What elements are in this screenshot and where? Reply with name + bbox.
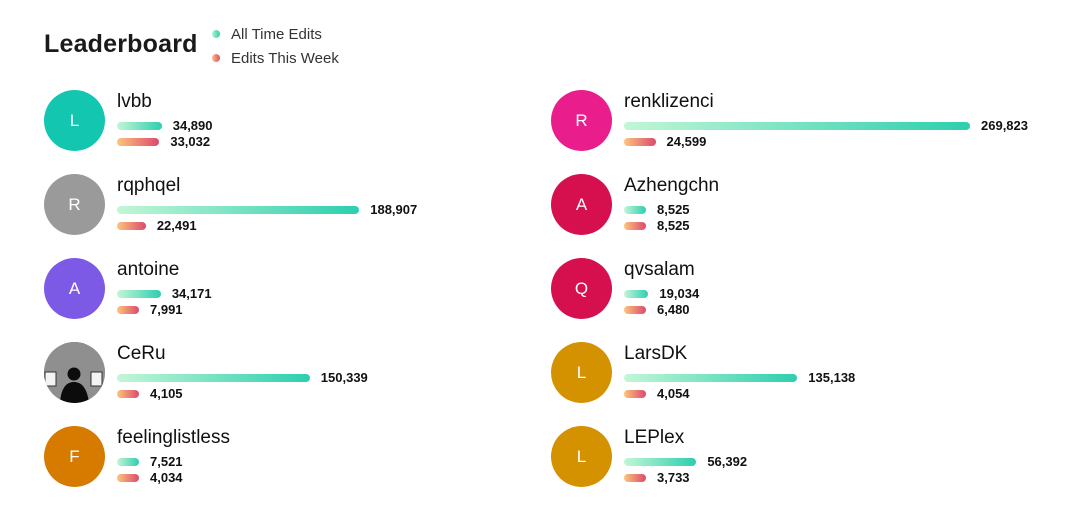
avatar-initial: Q: [574, 278, 589, 298]
this-week-edits-value: 24,599: [666, 134, 707, 149]
avatar-initial: R: [68, 194, 81, 214]
this-week-edits-bar: [624, 390, 646, 398]
legend-label-this-week: Edits This Week: [231, 49, 339, 67]
all-time-edits-bar: [624, 374, 798, 382]
this-week-edits-value: 4,105: [150, 386, 183, 401]
legend-label-all-time: All Time Edits: [231, 25, 322, 43]
this-week-edits-value: 33,032: [170, 134, 211, 149]
username[interactable]: renklizenci: [624, 91, 714, 112]
this-week-edits-bar: [117, 222, 146, 230]
all-time-edits-value: 188,907: [370, 202, 418, 217]
leaderboard-title: Leaderboard: [44, 30, 198, 58]
username[interactable]: lvbb: [117, 91, 152, 112]
leaderboard-entry: CeRu 150,339 4,105: [44, 342, 564, 412]
all-time-edits-value: 7,521: [150, 454, 183, 469]
this-week-edits-bar: [624, 138, 656, 146]
username[interactable]: LarsDK: [624, 343, 688, 364]
legend-item-this-week: Edits This Week: [212, 46, 339, 70]
avatar-initial: F: [69, 446, 80, 466]
this-week-edits-value: 3,733: [657, 470, 690, 485]
this-week-edits-value: 4,054: [657, 386, 690, 401]
username[interactable]: rqphqel: [117, 175, 181, 196]
legend: All Time Edits Edits This Week: [212, 22, 339, 70]
avatar-initial: L: [576, 446, 587, 466]
avatar-initial: L: [69, 110, 80, 130]
avatar: A: [44, 258, 105, 319]
all-time-edits-value: 269,823: [981, 118, 1028, 133]
this-week-edits-bar: [117, 390, 139, 398]
username[interactable]: LEPlex: [624, 427, 685, 448]
all-time-edits-value: 8,525: [657, 202, 690, 217]
user-photo-icon: [44, 342, 105, 403]
all-time-edits-bar: [117, 206, 360, 214]
this-week-dot-icon: [212, 54, 220, 62]
avatar: A: [551, 174, 612, 235]
avatar: L: [44, 90, 105, 151]
this-week-edits-value: 6,480: [657, 302, 690, 317]
all-time-edits-bar: [624, 458, 697, 466]
this-week-edits-value: 4,034: [150, 470, 183, 485]
this-week-edits-bar: [624, 222, 646, 230]
this-week-edits-bar: [624, 306, 646, 314]
username[interactable]: qvsalam: [624, 259, 695, 280]
all-time-dot-icon: [212, 30, 220, 38]
avatar-initial: A: [68, 278, 81, 298]
avatar: L: [551, 342, 612, 403]
this-week-edits-value: 22,491: [156, 218, 197, 233]
all-time-edits-bar: [624, 206, 646, 214]
avatar: Q: [551, 258, 612, 319]
leaderboard-entry: A Azhengchn 8,525 8,525: [551, 174, 1071, 244]
this-week-edits-bar: [117, 306, 139, 314]
avatar-initial: R: [575, 110, 588, 130]
all-time-edits-value: 135,138: [808, 370, 856, 385]
all-time-edits-value: 34,890: [172, 118, 213, 133]
all-time-edits-bar: [117, 122, 162, 130]
all-time-edits-value: 34,171: [171, 286, 212, 301]
all-time-edits-value: 56,392: [707, 454, 748, 469]
all-time-edits-bar: [117, 290, 161, 298]
avatar: [44, 342, 105, 403]
avatar: R: [44, 174, 105, 235]
all-time-edits-bar: [117, 458, 139, 466]
username[interactable]: antoine: [117, 259, 180, 280]
avatar: L: [551, 426, 612, 487]
this-week-edits-bar: [117, 138, 160, 146]
all-time-edits-bar: [117, 374, 310, 382]
username[interactable]: CeRu: [117, 343, 166, 364]
leaderboard-entry: L LEPlex 56,392 3,733: [551, 426, 1071, 496]
this-week-edits-bar: [117, 474, 139, 482]
avatar-initial: L: [576, 362, 587, 382]
all-time-edits-bar: [624, 290, 649, 298]
username[interactable]: Azhengchn: [624, 175, 720, 196]
avatar: R: [551, 90, 612, 151]
this-week-edits-value: 7,991: [150, 302, 183, 317]
username[interactable]: feelinglistless: [117, 427, 230, 448]
legend-item-all-time: All Time Edits: [212, 22, 339, 46]
all-time-edits-bar: [624, 122, 970, 130]
leaderboard-entry: L LarsDK 135,138 4,054: [551, 342, 1071, 412]
avatar: F: [44, 426, 105, 487]
avatar-initial: A: [575, 194, 588, 214]
all-time-edits-value: 150,339: [320, 370, 368, 385]
this-week-edits-value: 8,525: [657, 218, 690, 233]
this-week-edits-bar: [624, 474, 646, 482]
all-time-edits-value: 19,034: [659, 286, 700, 301]
